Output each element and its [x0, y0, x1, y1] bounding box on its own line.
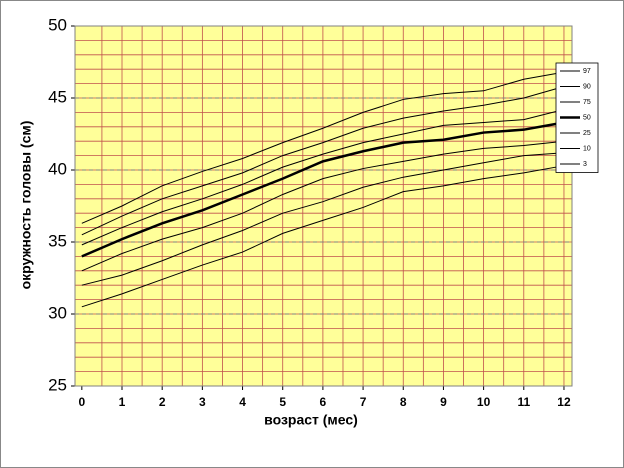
x-tick-label: 5: [279, 395, 286, 409]
percentile-line: [81, 85, 565, 236]
x-tick-label: 12: [557, 395, 571, 409]
legend-label: 3: [583, 161, 587, 168]
x-tick-label: 8: [400, 395, 407, 409]
x-tick-label: 11: [517, 395, 530, 409]
x-tick-label: 6: [320, 395, 327, 409]
x-tick-label: 2: [159, 395, 166, 409]
x-axis-label: возраст (мес): [264, 412, 358, 428]
percentile-line: [81, 140, 565, 272]
y-tick-label: 45: [48, 87, 67, 106]
plot-area: [75, 26, 572, 386]
legend-label: 97: [583, 68, 591, 75]
legend-label: 75: [583, 99, 591, 106]
legend-label: 10: [583, 145, 591, 152]
x-tick-label: 0: [78, 395, 85, 409]
x-tick-label: 3: [199, 395, 206, 409]
percentile-line: [81, 165, 565, 308]
x-tick-label: 9: [440, 395, 447, 409]
x-tick-label: 1: [119, 395, 126, 409]
y-tick-label: 30: [48, 303, 67, 322]
percentile-line: [81, 121, 565, 258]
x-tick-label: 4: [239, 395, 246, 409]
legend-label: 25: [583, 130, 591, 137]
y-tick-label: 40: [48, 159, 67, 178]
legend: 97 90 75 50 25 10 3: [555, 62, 599, 173]
legend-label: 50: [583, 114, 591, 121]
y-tick-label: 35: [48, 231, 67, 250]
percentile-line: [81, 71, 565, 224]
percentile-line: [81, 152, 564, 286]
y-tick-label: 25: [48, 375, 67, 394]
legend-label: 90: [583, 83, 591, 90]
percentile-line: [81, 109, 565, 246]
y-tick-label: 50: [48, 15, 67, 34]
x-tick-label: 10: [477, 395, 491, 409]
plot-border: [74, 25, 573, 387]
y-axis-label: окружность головы (см): [18, 121, 34, 290]
x-tick-label: 7: [360, 395, 367, 409]
